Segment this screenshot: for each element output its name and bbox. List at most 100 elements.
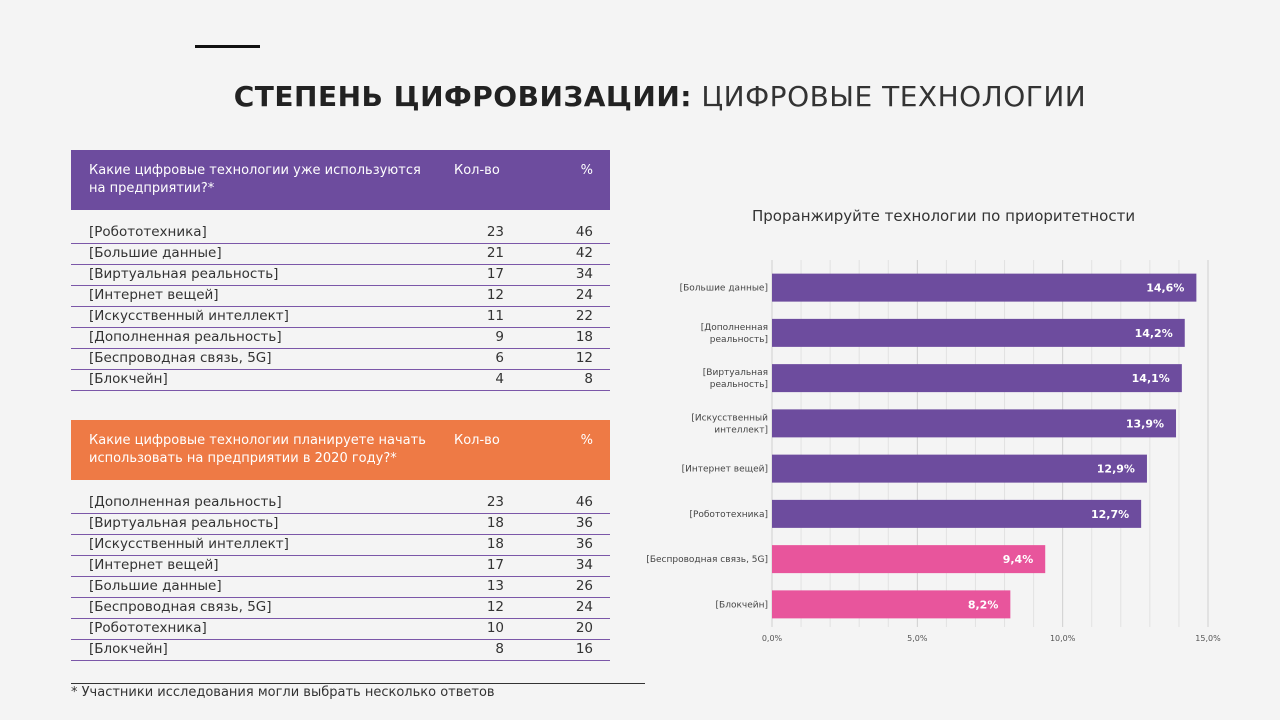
bar-value-label: 14,6% — [1146, 282, 1184, 295]
pct-value: 18 — [575, 329, 593, 345]
table-row: [Беспроводная связь, 5G] 12 24 — [71, 598, 610, 619]
count-value: 11 — [486, 308, 504, 324]
pct-header: % — [580, 433, 593, 448]
x-tick-label: 15,0% — [1195, 634, 1221, 643]
table-row: [Большие данные] 13 26 — [71, 577, 610, 598]
pct-value: 24 — [575, 599, 593, 615]
table-row: [Искусственный интеллект] 11 22 — [71, 307, 610, 328]
count-value: 18 — [486, 536, 504, 552]
pct-value: 22 — [575, 308, 593, 324]
category-label: [Искусственный интеллект] — [691, 413, 768, 435]
category-label: [Робототехника] — [689, 510, 768, 520]
x-tick-label: 5,0% — [907, 634, 928, 643]
pct-value: 46 — [575, 224, 593, 240]
technology-name: [Искусственный интеллект] — [89, 308, 289, 324]
count-value: 21 — [486, 245, 504, 261]
bar-value-label: 13,9% — [1126, 417, 1164, 430]
bar-value-label: 8,2% — [968, 598, 999, 611]
footnote: * Участники исследования могли выбрать н… — [71, 685, 495, 700]
count-value: 9 — [495, 329, 504, 345]
count-value: 4 — [495, 371, 504, 387]
page-title: СТЕПЕНЬ ЦИФРОВИЗАЦИИ: ЦИФРОВЫЕ ТЕХНОЛОГИ… — [0, 80, 1280, 113]
technology-name: [Дополненная реальность] — [89, 329, 282, 345]
category-label: [Интернет вещей] — [682, 465, 768, 475]
pct-value: 26 — [575, 578, 593, 594]
count-value: 17 — [486, 266, 504, 282]
technology-name: [Беспроводная связь, 5G] — [89, 350, 272, 366]
accent-rule — [195, 45, 260, 48]
technology-name: [Виртуальная реальность] — [89, 266, 279, 282]
table-row: [Виртуальная реальность] 17 34 — [71, 265, 610, 286]
technology-name: [Искусственный интеллект] — [89, 536, 289, 552]
table-row: [Дополненная реальность] 9 18 — [71, 328, 610, 349]
count-value: 12 — [486, 599, 504, 615]
technology-name: [Беспроводная связь, 5G] — [89, 599, 272, 615]
table-header: Какие цифровые технологии планируете нач… — [71, 420, 610, 480]
table-row: [Интернет вещей] 12 24 — [71, 286, 610, 307]
page-title-bold: СТЕПЕНЬ ЦИФРОВИЗАЦИИ: — [233, 80, 692, 113]
bar — [772, 409, 1177, 438]
pct-value: 42 — [575, 245, 593, 261]
x-tick-label: 10,0% — [1050, 634, 1076, 643]
technology-name: [Блокчейн] — [89, 371, 168, 387]
table-row: [Робототехника] 23 46 — [71, 223, 610, 244]
pct-header: % — [580, 163, 593, 178]
table-row: [Блокчейн] 4 8 — [71, 370, 610, 391]
technology-name: [Большие данные] — [89, 578, 222, 594]
count-value: 17 — [486, 557, 504, 573]
pct-value: 34 — [575, 266, 593, 282]
technology-name: [Робототехника] — [89, 224, 207, 240]
category-label: [Дополненная реальность] — [701, 323, 768, 345]
pct-value: 46 — [575, 494, 593, 510]
count-value: 13 — [486, 578, 504, 594]
category-label: [Виртуальная реальность] — [703, 368, 768, 390]
technology-name: [Робототехника] — [89, 620, 207, 636]
priority-bar-chart: 0,0% 5,0% 10,0% 15,0% 14,6% [Большие данные] 1… — [646, 260, 1221, 643]
table-body: [Робототехника] 23 46 [Большие данные] 21 42[… — [71, 223, 610, 391]
bar — [772, 499, 1142, 528]
pct-value: 12 — [575, 350, 593, 366]
table-row: [Дополненная реальность] 23 46 — [71, 493, 610, 514]
technology-name: [Большие данные] — [89, 245, 222, 261]
technology-name: [Дополненная реальность] — [89, 494, 282, 510]
bar-value-label: 12,9% — [1097, 463, 1135, 476]
pct-value: 20 — [575, 620, 593, 636]
table-row: [Беспроводная связь, 5G] 6 12 — [71, 349, 610, 370]
table-row: [Интернет вещей] 17 34 — [71, 556, 610, 577]
count-value: 10 — [486, 620, 504, 636]
page-title-light: ЦИФРОВЫЕ ТЕХНОЛОГИИ — [701, 80, 1087, 113]
count-value: 23 — [486, 224, 504, 240]
count-value: 23 — [486, 494, 504, 510]
planned-technologies-table: Какие цифровые технологии планируете нач… — [71, 420, 610, 661]
category-label: [Блокчейн] — [716, 600, 768, 610]
pct-value: 36 — [575, 536, 593, 552]
table-body: [Дополненная реальность] 23 46 [Виртуальная… — [71, 493, 610, 661]
count-header: Кол-во — [454, 163, 500, 178]
count-value: 18 — [486, 515, 504, 531]
technology-name: [Интернет вещей] — [89, 557, 219, 573]
count-value: 6 — [495, 350, 504, 366]
x-tick-label: 0,0% — [762, 634, 783, 643]
category-label: [Большие данные] — [680, 284, 768, 294]
bar — [772, 590, 1011, 619]
category-label: [Беспроводная связь, 5G] — [646, 555, 768, 565]
bar — [772, 318, 1185, 347]
table-row: [Искусственный интеллект] 18 36 — [71, 535, 610, 556]
table-row: [Блокчейн] 8 16 — [71, 640, 610, 661]
table-row: [Виртуальная реальность] 18 36 — [71, 514, 610, 535]
count-value: 8 — [495, 641, 504, 657]
chart-title: Проранжируйте технологии по приоритетнос… — [752, 207, 1136, 225]
count-value: 12 — [486, 287, 504, 303]
pct-value: 34 — [575, 557, 593, 573]
table-question: Какие цифровые технологии планируете нач… — [89, 433, 426, 466]
technology-name: [Виртуальная реальность] — [89, 515, 279, 531]
technology-name: [Интернет вещей] — [89, 287, 219, 303]
bar-value-label: 14,2% — [1135, 327, 1173, 340]
bar — [772, 273, 1197, 302]
bar — [772, 364, 1182, 393]
bar-value-label: 12,7% — [1091, 508, 1129, 521]
table-row: [Робототехника] 10 20 — [71, 619, 610, 640]
table-row: [Большие данные] 21 42 — [71, 244, 610, 265]
bar — [772, 545, 1046, 574]
current-technologies-table: Какие цифровые технологии уже используют… — [71, 150, 610, 391]
